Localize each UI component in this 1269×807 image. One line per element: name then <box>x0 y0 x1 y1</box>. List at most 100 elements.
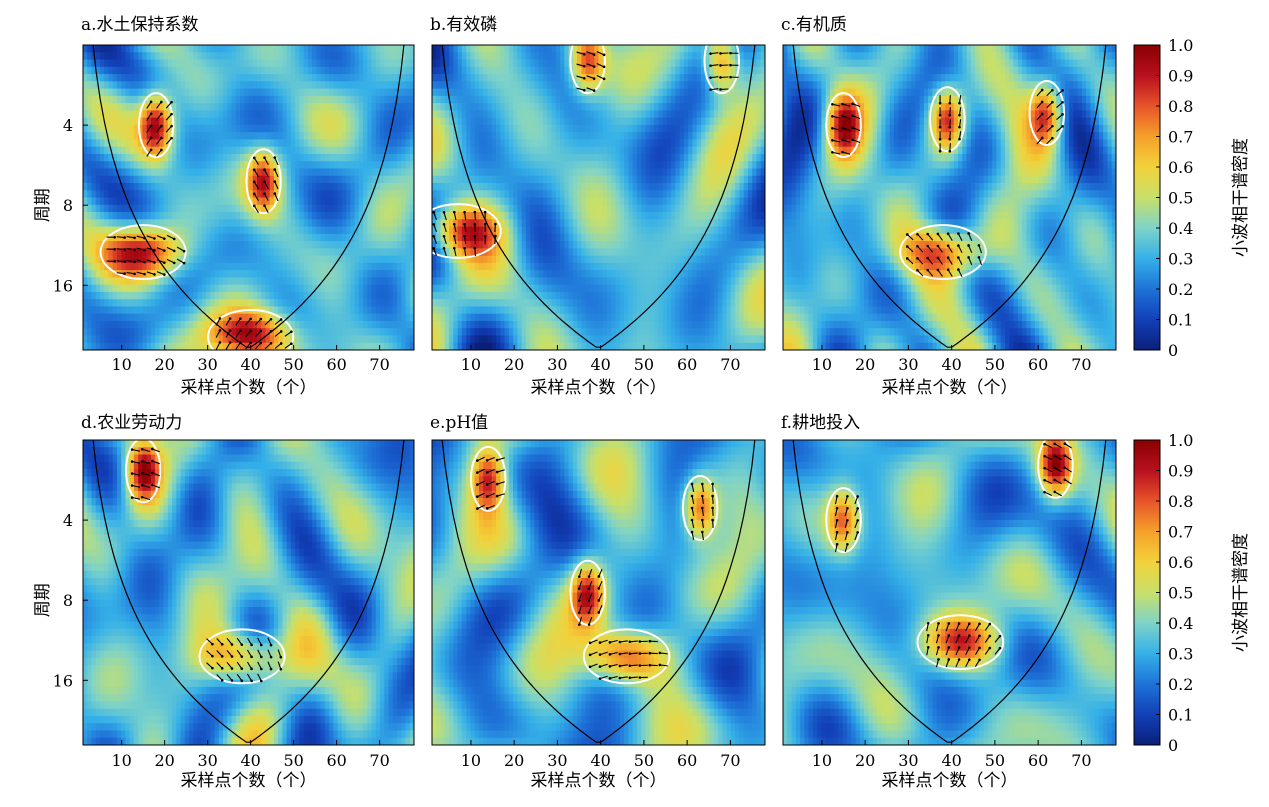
x-tick-label: 40 <box>941 751 961 770</box>
phase-arrow <box>945 647 950 656</box>
x-tick-label: 40 <box>941 355 961 374</box>
colorbar-tick-label: 0.7 <box>1168 523 1193 542</box>
phase-arrow <box>264 342 272 350</box>
phase-arrow <box>852 127 861 132</box>
panel-title: c.有机质 <box>781 15 847 35</box>
significance-contour <box>245 148 282 215</box>
phase-arrow <box>852 139 861 144</box>
phase-arrow <box>927 245 934 253</box>
phase-arrow <box>226 637 233 645</box>
phase-arrow <box>176 246 185 252</box>
phase-arrow <box>927 269 934 277</box>
phase-arrow <box>947 245 953 253</box>
phase-arrow <box>1054 455 1062 461</box>
phase-arrow <box>947 233 953 241</box>
phase-arrow <box>968 245 973 254</box>
coherence-heatmap <box>783 45 1116 350</box>
phase-arrow <box>156 271 165 276</box>
colorbar-tick-label: 0.5 <box>1168 584 1193 603</box>
colorbar-tick-label: 0.3 <box>1168 250 1193 269</box>
phase-arrow <box>453 212 457 221</box>
panel-a: a.水土保持系数 10 20 30 40 50 60 70 采样点个数（个） 4 8 16 周期 <box>33 15 415 398</box>
phase-arrow <box>691 507 695 516</box>
significance-contour <box>929 86 966 153</box>
phase-arrow <box>588 604 593 613</box>
phase-arrow <box>958 107 962 116</box>
phase-arrow <box>257 661 262 670</box>
phase-arrow <box>596 63 605 68</box>
phase-arrow <box>474 248 476 257</box>
phase-arrow <box>496 493 505 497</box>
x-tick-label: 30 <box>898 751 918 770</box>
phase-arrow <box>274 169 279 178</box>
phase-arrow <box>832 115 841 119</box>
x-tick-label: 20 <box>504 751 524 770</box>
phase-arrow <box>216 674 223 681</box>
panel-c: c.有机质 10 20 30 40 50 60 70 采样点个数（个） <box>781 15 1117 398</box>
phase-arrow <box>453 224 457 233</box>
phase-arrow <box>132 496 141 500</box>
x-axis-label: 采样点个数（个） <box>181 378 317 398</box>
phase-arrow <box>226 355 230 362</box>
phase-arrow <box>1064 467 1072 473</box>
phase-arrow <box>264 205 269 214</box>
phase-arrow <box>1054 467 1062 473</box>
phase-arrow <box>609 663 618 667</box>
phase-arrow <box>842 115 851 119</box>
x-tick-label: 20 <box>504 355 524 374</box>
phase-arrow <box>126 259 135 263</box>
panel-f: f.耕地投入 10 20 30 40 50 60 70 采样点个数（个） <box>781 413 1117 791</box>
phase-arrow <box>433 248 438 257</box>
phase-arrow <box>165 137 172 145</box>
phase-arrow <box>619 640 628 643</box>
panel-title: d.农业劳动力 <box>81 413 182 433</box>
phase-arrow <box>576 87 585 91</box>
phase-arrow <box>116 248 125 251</box>
phase-arrow <box>598 592 603 601</box>
phase-arrow <box>176 258 185 264</box>
phase-arrow <box>588 592 593 601</box>
phase-arrow <box>216 650 223 657</box>
cone-of-influence <box>792 45 1107 348</box>
phase-arrow <box>254 342 262 350</box>
significance-contour <box>569 559 606 626</box>
phase-arrow <box>236 661 243 670</box>
phase-arrow <box>710 76 719 79</box>
phase-arrow <box>1054 491 1062 497</box>
phase-arrow <box>216 662 223 669</box>
significance-contour <box>569 45 606 95</box>
x-tick-label: 40 <box>590 355 610 374</box>
phase-arrow <box>126 247 135 251</box>
phase-arrow <box>834 508 838 517</box>
phase-arrow <box>474 224 476 233</box>
phase-arrow <box>955 635 960 644</box>
phase-arrow <box>1036 101 1043 109</box>
x-tick-label: 50 <box>985 751 1005 770</box>
phase-arrow <box>949 95 951 104</box>
phase-arrow <box>236 649 243 658</box>
phase-arrow <box>852 115 861 120</box>
phase-arrow <box>958 95 962 104</box>
phase-arrow <box>464 236 467 245</box>
x-tick-label: 10 <box>112 355 132 374</box>
phase-arrow <box>216 638 223 645</box>
phase-arrow <box>215 342 221 350</box>
phase-arrow <box>917 257 924 265</box>
colorbar-tick-label: 0.8 <box>1168 492 1193 511</box>
phase-arrow <box>691 531 695 540</box>
phase-arrow <box>146 149 152 157</box>
y-tick-label: 4 <box>63 511 73 530</box>
phase-arrow <box>596 75 605 80</box>
significance-contour <box>825 92 862 159</box>
panel-b: b.有效磷 10 20 30 40 50 60 70 采样点个数（个） <box>430 15 766 398</box>
panel-title: a.水土保持系数 <box>81 15 199 35</box>
phase-arrow <box>1036 89 1043 97</box>
phase-arrow <box>1036 113 1043 121</box>
colorbar-label: 小波相干谱密度 <box>1231 138 1251 257</box>
phase-arrow <box>142 496 151 500</box>
colorbar-tick-label: 0.4 <box>1168 219 1193 238</box>
phase-arrow <box>1046 101 1053 109</box>
phase-arrow <box>246 661 253 670</box>
phase-arrow <box>906 234 914 241</box>
